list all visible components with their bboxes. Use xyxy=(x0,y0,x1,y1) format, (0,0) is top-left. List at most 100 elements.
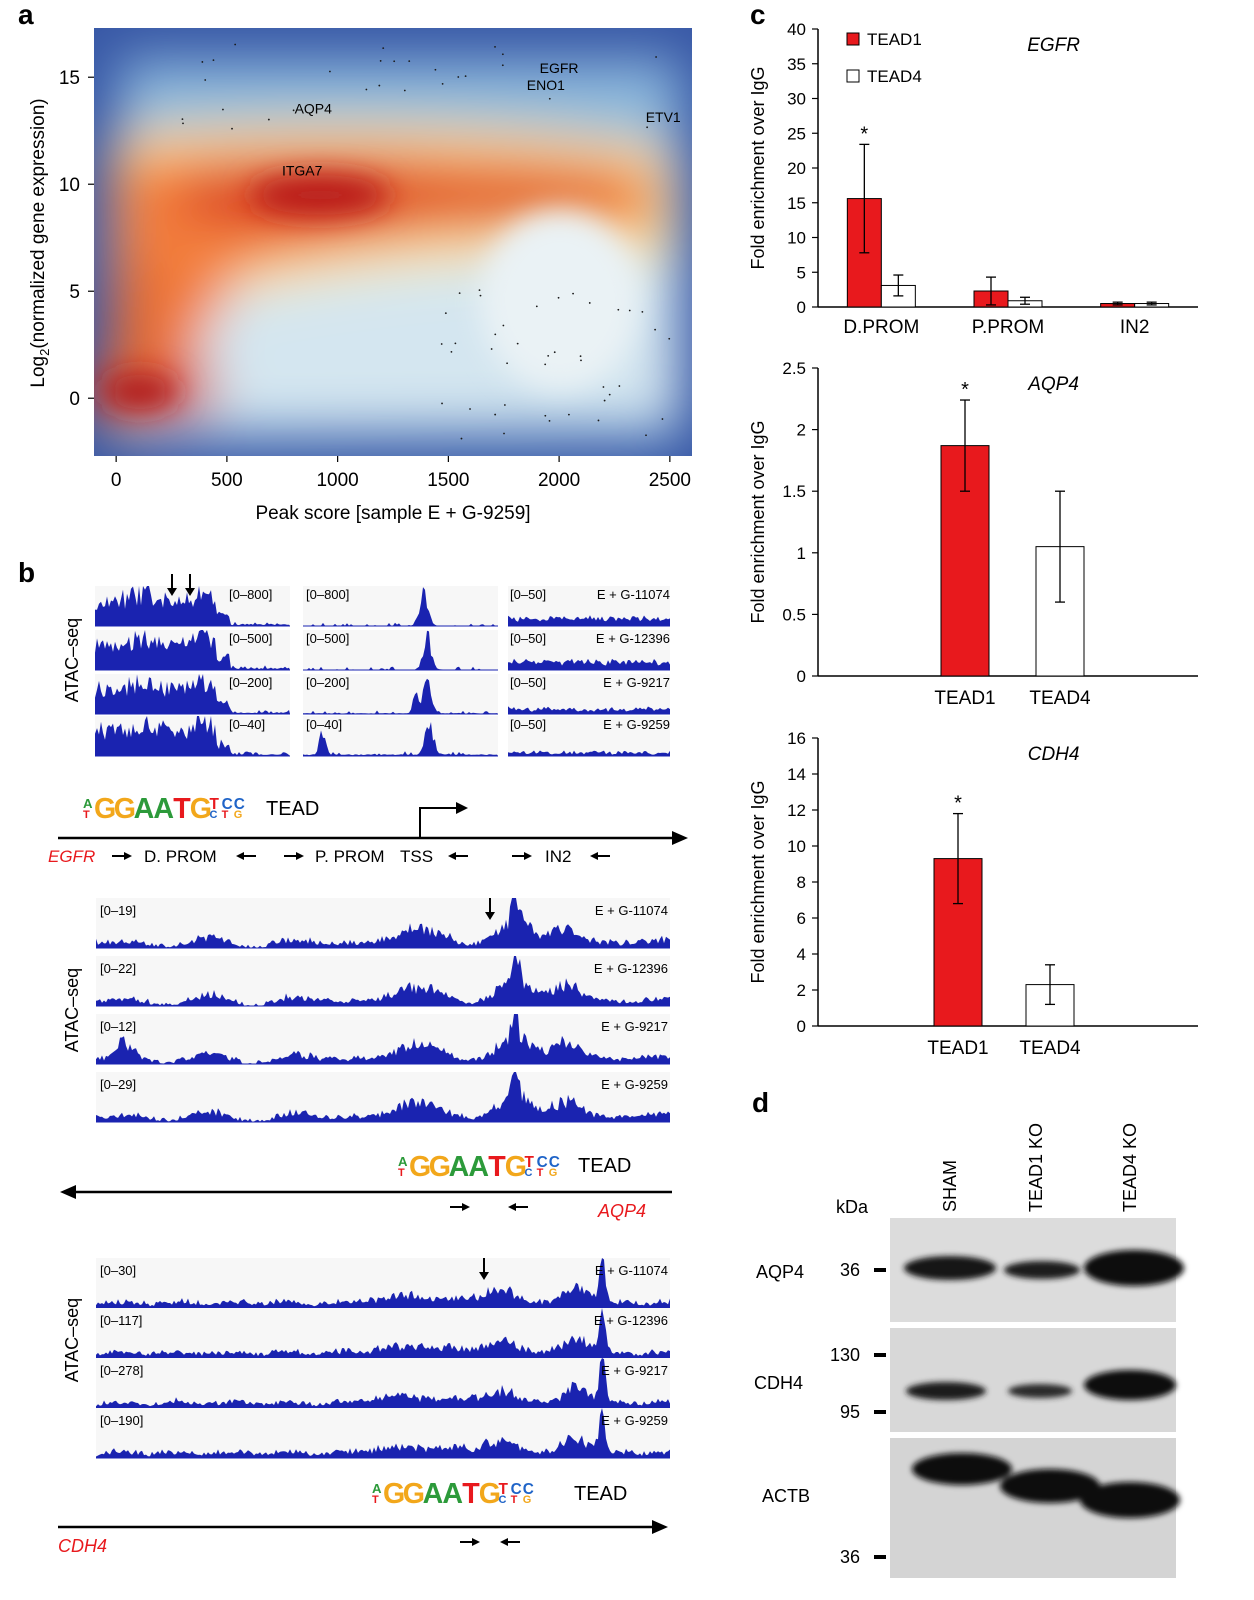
aqp4-tracks: [0–19] E + G-11074 [0–22] E + G-12396 [0–12]… xyxy=(96,898,670,1123)
atac-label-aqp4: ATAC–seq xyxy=(62,968,82,1052)
motif-glyph: C xyxy=(525,1167,533,1179)
dot xyxy=(479,294,482,297)
gene-name-aqp4: AQP4 xyxy=(597,1201,646,1221)
atac-label-egfr: ATAC–seq xyxy=(62,618,82,702)
dot xyxy=(618,385,621,387)
blot-protein-cdh4: CDH4 xyxy=(754,1373,803,1393)
primer-arrow xyxy=(524,852,532,860)
x-tick-label: 0 xyxy=(111,470,122,491)
y-tick-label: 40 xyxy=(787,20,806,39)
coverage xyxy=(96,1358,670,1408)
y-tick-label: 1 xyxy=(797,544,806,563)
sample-label: E + G-11074 xyxy=(595,1263,668,1278)
dot xyxy=(557,296,560,299)
dot xyxy=(378,84,381,87)
dot xyxy=(441,402,443,405)
sample-label: E + G-11074 xyxy=(595,903,668,918)
primer-arrow xyxy=(508,1203,516,1211)
peak-arrow xyxy=(479,1272,489,1280)
track-row: [0–22] E + G-12396 xyxy=(96,956,670,1007)
coverage xyxy=(95,630,290,670)
coverage xyxy=(96,1072,670,1122)
motif-glyph: A xyxy=(442,1478,463,1510)
motif-glyph: T xyxy=(210,796,220,813)
dot xyxy=(535,305,538,308)
coverage xyxy=(95,586,290,626)
coverage xyxy=(96,1014,670,1064)
dot xyxy=(494,333,497,336)
y-tick-label: 14 xyxy=(787,765,806,784)
track-range: [0–500] xyxy=(229,631,272,646)
track-range: [0–40] xyxy=(229,717,265,732)
region-tss: TSS xyxy=(400,847,433,866)
y-axis-label: Fold enrichment over IgG xyxy=(748,66,768,269)
dot xyxy=(516,342,519,345)
y-axis-label: Fold enrichment over IgG xyxy=(748,780,768,983)
dot xyxy=(597,419,600,422)
peak-arrow xyxy=(485,912,495,920)
dot xyxy=(502,324,505,327)
sample-label: E + G-9217 xyxy=(601,1019,668,1034)
coverage xyxy=(508,750,670,756)
panel-a-xlabel: Peak score [sample E + G-9259] xyxy=(255,503,530,524)
sample-label: E + G-12396 xyxy=(596,631,670,646)
dot xyxy=(403,89,406,92)
region-dprom: D. PROM xyxy=(144,847,217,866)
track-bg xyxy=(508,674,670,714)
y-tick-label: 4 xyxy=(797,945,806,964)
motif-glyph: A xyxy=(423,1478,444,1510)
dot xyxy=(440,343,443,345)
coverage xyxy=(508,658,670,670)
significance-star: * xyxy=(954,793,962,815)
atac-label-cdh4: ATAC–seq xyxy=(62,1298,82,1382)
x-category-label: TEAD1 xyxy=(927,1038,988,1059)
dot xyxy=(441,82,444,85)
x-tick-label: 2500 xyxy=(649,470,691,491)
motif-glyph: G xyxy=(479,1478,501,1510)
egfr-tracks: [0–800] [0–800] [0–50] E + G-11074[0–500] [0… xyxy=(95,574,670,757)
track-range: [0–40] xyxy=(306,717,342,732)
coverage xyxy=(508,706,670,714)
dot xyxy=(568,413,570,416)
western-blot: SHAM TEAD1 KO TEAD4 KO kDa AQP4 CDH4 ACT… xyxy=(754,1123,1184,1578)
dot xyxy=(464,75,467,78)
motif-glyph: G xyxy=(383,1478,405,1510)
dot xyxy=(379,60,382,62)
track-bg xyxy=(303,716,498,756)
dot xyxy=(668,337,671,340)
coverage xyxy=(95,674,290,714)
dot xyxy=(469,408,471,410)
sample-label: E + G-12396 xyxy=(594,1313,668,1328)
motif-glyph: A xyxy=(83,796,93,811)
legend-label-tead4: TEAD4 xyxy=(867,67,922,86)
motif-glyph: C xyxy=(511,1481,522,1498)
y-tick-label: 15 xyxy=(59,68,80,89)
chart-legend: TEAD1 TEAD4 xyxy=(846,30,922,86)
motif-glyph: C xyxy=(234,796,245,813)
sample-label: E + G-9259 xyxy=(603,717,670,732)
motif-glyph: A xyxy=(398,1154,408,1169)
dot xyxy=(641,310,644,313)
panel-letter-a: a xyxy=(18,0,34,30)
peak-arrow xyxy=(185,588,195,596)
dot xyxy=(182,122,184,125)
x-category-label: TEAD1 xyxy=(934,688,995,709)
band-actb-tead4ko xyxy=(1080,1482,1180,1518)
x-tick-label: 2000 xyxy=(538,470,580,491)
dot xyxy=(460,437,463,440)
motif-glyph: G xyxy=(234,809,243,821)
dot xyxy=(547,354,550,357)
y-tick-label: 35 xyxy=(787,55,806,74)
track-range: [0–50] xyxy=(510,631,546,646)
y-tick-label: 5 xyxy=(69,282,80,303)
sample-label: E + G-11074 xyxy=(597,587,670,602)
x-tick-label: 1000 xyxy=(316,470,358,491)
dot xyxy=(382,47,385,50)
motif-glyph: A xyxy=(372,1481,382,1496)
track-bg xyxy=(303,674,498,714)
motif-glyph: G xyxy=(549,1167,558,1179)
dot xyxy=(494,413,497,416)
x-tick-label: 500 xyxy=(211,470,243,491)
